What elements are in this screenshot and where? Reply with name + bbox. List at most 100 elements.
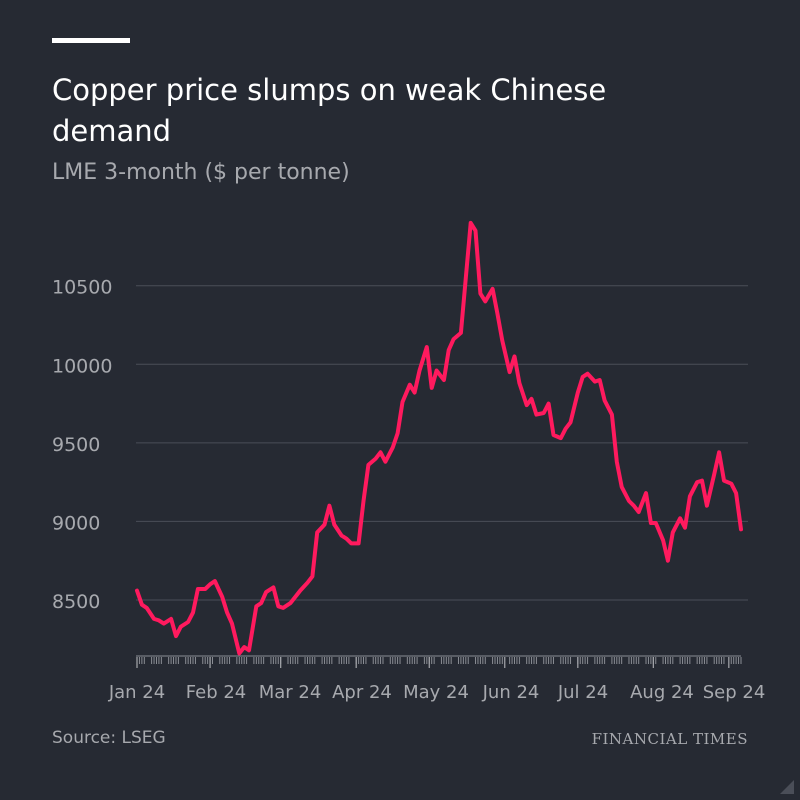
data-point	[196, 587, 200, 591]
resize-corner-icon	[780, 780, 794, 794]
data-point	[464, 276, 468, 280]
y-tick-label-8500: 8500	[52, 591, 100, 613]
gridlines	[136, 285, 748, 601]
series-layer	[135, 220, 743, 656]
data-point	[695, 480, 699, 484]
data-point	[615, 460, 619, 464]
data-point	[366, 463, 370, 467]
data-point	[632, 504, 636, 508]
data-point	[610, 413, 614, 417]
x-tick-label-may-24: May 24	[403, 682, 469, 703]
x-tick-label-feb-24: Feb 24	[186, 682, 247, 703]
data-point	[237, 651, 241, 656]
data-point	[542, 411, 546, 415]
x-axis-ticks	[136, 655, 742, 668]
data-point	[315, 530, 319, 535]
data-point	[254, 604, 258, 608]
data-point	[169, 617, 173, 621]
data-point	[500, 339, 504, 343]
data-point	[568, 420, 573, 424]
data-point	[739, 527, 743, 531]
data-point	[654, 521, 658, 525]
data-point	[473, 229, 478, 233]
data-point	[551, 433, 556, 437]
data-point	[525, 403, 529, 407]
data-point	[264, 590, 268, 594]
data-point	[508, 370, 512, 374]
data-point	[435, 369, 439, 373]
data-point	[357, 541, 361, 546]
data-point	[729, 482, 733, 486]
data-point	[162, 622, 166, 626]
data-point	[593, 380, 597, 384]
x-tick-label-apr-24: Apr 24	[332, 682, 392, 703]
data-point	[327, 504, 331, 508]
data-point	[627, 499, 631, 503]
data-point	[383, 460, 387, 464]
data-point	[678, 516, 682, 520]
data-point	[649, 521, 653, 525]
x-tick-label-sep-24: Sep 24	[703, 682, 766, 703]
data-point	[430, 386, 434, 390]
data-point	[447, 348, 451, 352]
data-point	[408, 383, 412, 387]
data-point	[281, 606, 285, 610]
x-tick-label-jan-24: Jan 24	[108, 682, 165, 703]
x-tick-label-aug-24: Aug 24	[630, 682, 694, 703]
data-point	[603, 398, 607, 402]
data-point	[495, 312, 500, 316]
data-point	[637, 510, 641, 514]
x-tick-label-jul-24: Jul 24	[557, 682, 608, 703]
data-point	[529, 397, 534, 401]
data-point	[179, 625, 183, 629]
data-point	[298, 589, 302, 593]
data-point	[157, 618, 161, 623]
x-tick-label-jun-24: Jun 24	[482, 682, 540, 703]
data-point	[512, 354, 517, 358]
data-point	[361, 499, 366, 503]
x-tick-label-mar-24: Mar 24	[259, 682, 322, 703]
data-point	[671, 530, 675, 535]
data-point	[259, 601, 263, 605]
data-point	[469, 221, 473, 225]
y-tick-label-10500: 10500	[52, 277, 112, 299]
y-tick-label-9500: 9500	[52, 434, 100, 456]
data-point	[293, 595, 297, 599]
data-point	[310, 574, 314, 579]
data-point	[374, 457, 378, 461]
data-point	[547, 402, 551, 406]
data-point	[213, 579, 217, 583]
data-point	[661, 538, 665, 542]
data-point	[517, 381, 522, 385]
data-point	[332, 523, 336, 527]
data-point	[152, 617, 156, 621]
data-point	[491, 287, 495, 291]
data-point	[700, 479, 704, 483]
data-point	[598, 378, 602, 382]
data-point	[203, 587, 207, 591]
data-point	[344, 537, 349, 541]
data-point	[271, 585, 275, 590]
data-point	[135, 589, 139, 593]
data-point	[140, 603, 144, 607]
data-point	[400, 400, 405, 404]
data-point	[425, 345, 429, 349]
data-point	[242, 645, 246, 649]
axis-labels: 8500 9000 9500 10000 10500 Jan 24 Feb 24 Mar 24…	[52, 277, 765, 703]
data-point	[288, 601, 292, 605]
data-point	[247, 648, 251, 652]
y-tick-label-10000: 10000	[52, 355, 112, 377]
chart-title: Copper price slumps on weak Chinese dema…	[52, 73, 607, 148]
data-point	[276, 604, 280, 608]
data-point	[220, 595, 224, 599]
data-point	[442, 378, 446, 382]
data-point	[230, 622, 234, 626]
data-point	[734, 491, 738, 495]
data-point	[378, 450, 383, 454]
data-point	[413, 391, 417, 395]
brand-logo: FINANCIAL TIMES	[591, 730, 748, 748]
data-point	[225, 611, 229, 615]
data-point	[644, 491, 648, 495]
data-point	[396, 431, 400, 435]
